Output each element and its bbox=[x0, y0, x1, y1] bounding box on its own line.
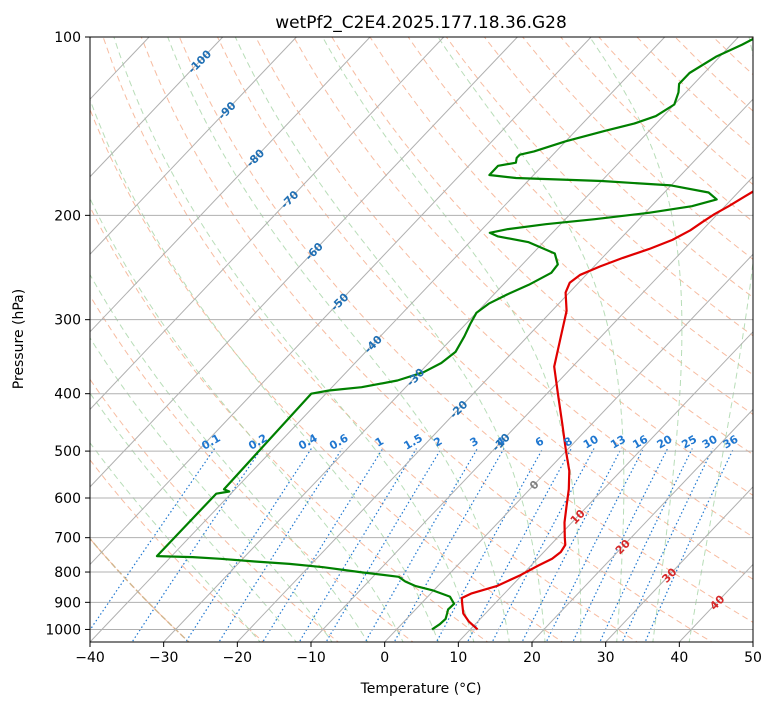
dry-adiabat bbox=[293, 37, 753, 496]
mixing-ratio-line bbox=[545, 448, 644, 642]
isotherm-line bbox=[90, 37, 371, 333]
x-tick-label: −40 bbox=[75, 650, 105, 666]
y-axis-label: Pressure (hPa) bbox=[11, 289, 27, 389]
y-tick-label: 800 bbox=[54, 565, 81, 581]
y-tick-label: 500 bbox=[54, 444, 81, 460]
plot-frame bbox=[89, 36, 754, 643]
dry-adiabat bbox=[217, 37, 753, 580]
isotherm-line bbox=[457, 331, 753, 642]
y-axis: 1000 900 800 700 600 500 400 300 200 100 bbox=[45, 30, 90, 638]
x-tick-label: 30 bbox=[597, 650, 615, 666]
x-tick-label: −20 bbox=[223, 650, 253, 666]
dry-adiabat bbox=[255, 37, 753, 538]
x-tick-label: −10 bbox=[296, 650, 326, 666]
isotherm-line bbox=[310, 176, 753, 642]
isotherm-line bbox=[90, 37, 224, 178]
x-tick-label: 40 bbox=[670, 650, 688, 666]
dry-adiabat bbox=[484, 37, 753, 298]
y-tick-label: 200 bbox=[54, 208, 81, 224]
x-axis-label: Temperature (°C) bbox=[360, 681, 482, 697]
isotherm-line bbox=[531, 408, 753, 642]
mixing-ratio-line bbox=[393, 448, 505, 642]
isotherm-line bbox=[90, 37, 518, 488]
x-tick-label: 20 bbox=[523, 650, 541, 666]
dewpoint-profile bbox=[155, 37, 753, 631]
y-tick-label: 900 bbox=[54, 595, 81, 611]
isotherm-line bbox=[90, 37, 445, 411]
mixing-ratio-line bbox=[435, 448, 544, 642]
mixing-ratio-line bbox=[131, 448, 262, 642]
isotherm-line bbox=[163, 37, 739, 642]
temperature-profile bbox=[460, 190, 753, 631]
mixing-ratio-line bbox=[185, 448, 312, 642]
isotherm-line bbox=[236, 98, 753, 642]
isotherm-line bbox=[90, 37, 666, 642]
x-tick-label: 10 bbox=[449, 650, 467, 666]
mixing-ratio-line bbox=[572, 448, 669, 642]
dry-adiabat bbox=[140, 37, 713, 642]
mixing-ratio-line bbox=[325, 448, 442, 642]
y-tick-label: 700 bbox=[54, 531, 81, 547]
mixing-ratio-line bbox=[218, 448, 343, 642]
isotherm-line bbox=[90, 37, 297, 256]
mixing-ratio-line bbox=[298, 448, 418, 642]
y-tick-label: 100 bbox=[54, 30, 81, 46]
x-tick-label: 50 bbox=[744, 650, 762, 666]
x-tick-label: 0 bbox=[380, 650, 389, 666]
isotherm-line bbox=[384, 253, 753, 642]
y-tick-label: 1000 bbox=[45, 622, 81, 638]
profile-lines bbox=[155, 37, 753, 631]
isotherm-line bbox=[605, 486, 753, 642]
chart-title: wetPf2_C2E4.2025.177.18.36.G28 bbox=[275, 13, 567, 33]
y-tick-label: 400 bbox=[54, 387, 81, 403]
mixing-ratio-line bbox=[90, 448, 216, 631]
dry-adiabat bbox=[102, 37, 638, 642]
x-tick-label: −30 bbox=[149, 650, 179, 666]
x-axis: −40 −30 −20 −10 0 10 20 30 40 50 bbox=[75, 642, 762, 666]
plot-area bbox=[90, 37, 753, 642]
mixing-ratio-line bbox=[521, 448, 622, 642]
y-tick-label: 300 bbox=[54, 313, 81, 329]
dry-adiabat bbox=[90, 294, 414, 642]
isotherm-line bbox=[90, 37, 592, 566]
y-tick-label: 600 bbox=[54, 491, 81, 507]
